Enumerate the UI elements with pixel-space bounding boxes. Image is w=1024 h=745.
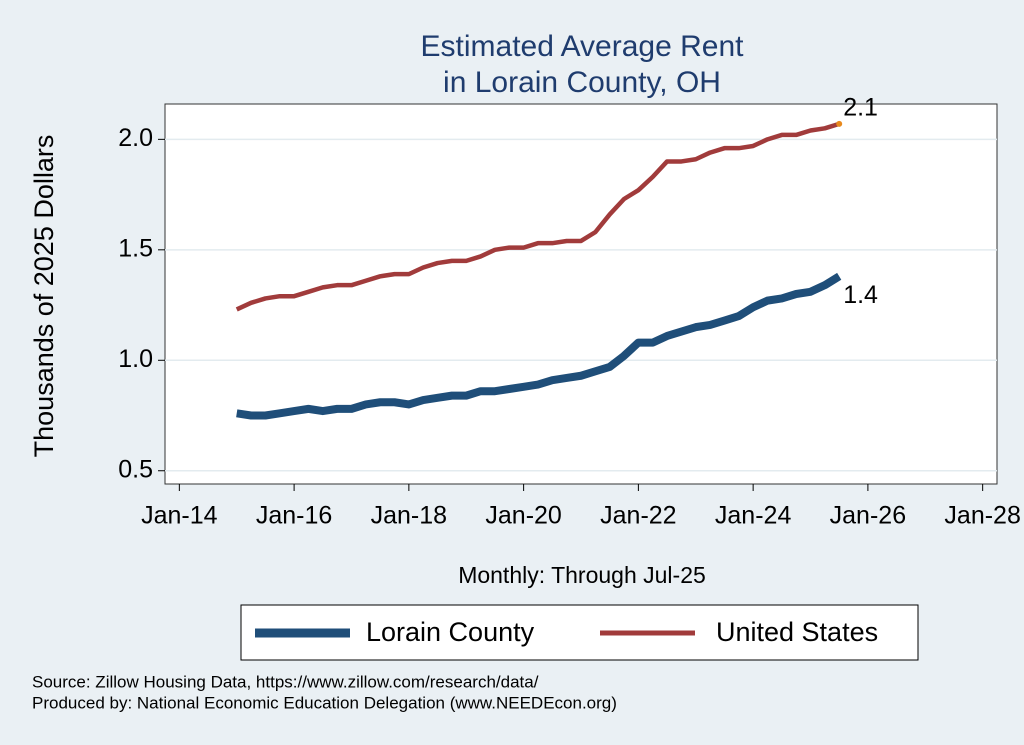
chart-title: in Lorain County, OH	[443, 66, 721, 99]
source-note: Produced by: National Economic Education…	[32, 693, 617, 712]
source-note: Source: Zillow Housing Data, https://www…	[32, 672, 539, 691]
value-label: 2.1	[843, 93, 878, 121]
value-label: 1.4	[843, 281, 878, 309]
chart-title: Estimated Average Rent	[421, 30, 745, 63]
end-marker	[836, 120, 843, 127]
series-line	[235, 121, 840, 312]
series-line	[236, 272, 842, 420]
x-tick-label: Jan-20	[485, 502, 561, 530]
y-tick-label: 2.0	[118, 124, 153, 152]
x-tick-label: Jan-16	[256, 502, 332, 530]
x-tick-label: Jan-24	[715, 502, 792, 530]
legend-label: United States	[716, 617, 878, 647]
x-tick-label: Jan-26	[830, 502, 906, 530]
x-tick-label: Jan-14	[141, 502, 218, 530]
x-tick-label: Jan-28	[944, 502, 1020, 530]
x-tick-label: Jan-22	[600, 502, 676, 530]
legend-label: Lorain County	[366, 617, 535, 647]
x-axis-title: Monthly: Through Jul-25	[458, 562, 706, 588]
y-axis-title: Thousands of 2025 Dollars	[29, 135, 59, 458]
x-tick-label: Jan-18	[371, 502, 447, 530]
y-tick-label: 1.5	[118, 234, 153, 262]
y-tick-label: 1.0	[118, 345, 153, 373]
legend	[240, 604, 919, 661]
y-tick-label: 0.5	[118, 455, 153, 483]
